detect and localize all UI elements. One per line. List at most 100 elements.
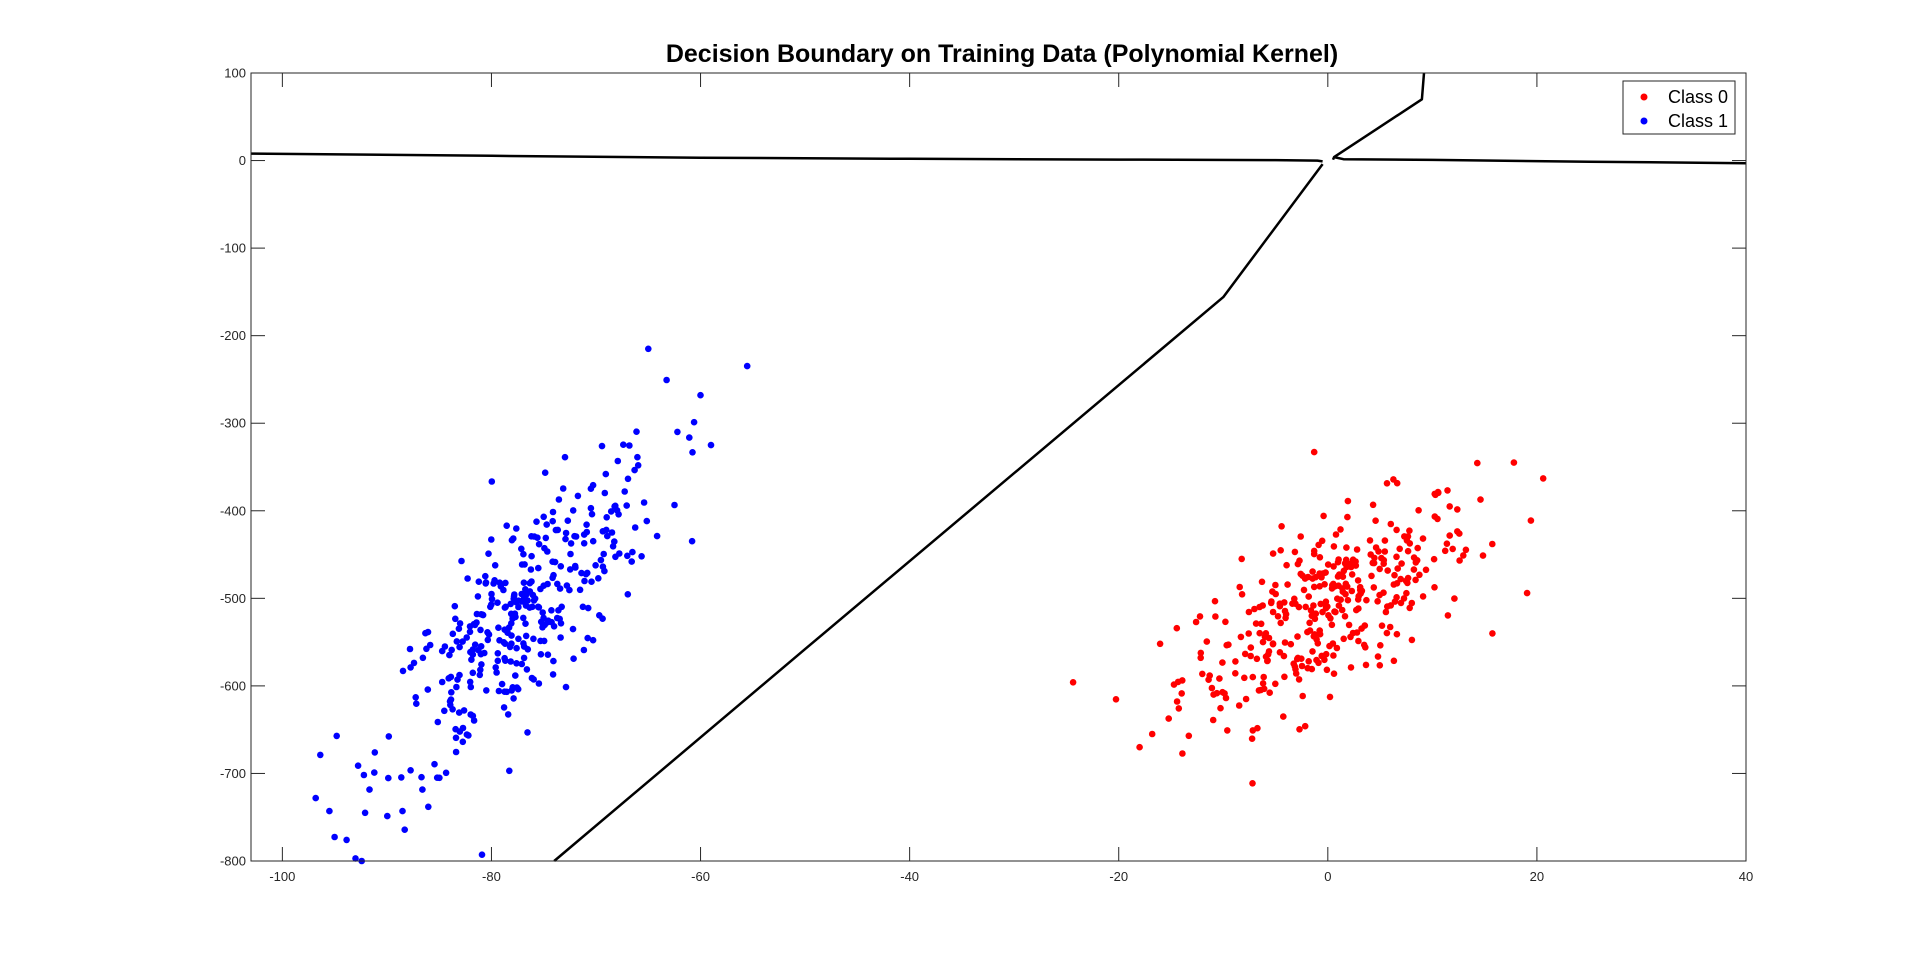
data-point-class-0 xyxy=(1398,560,1405,567)
data-point-class-1 xyxy=(524,729,531,736)
data-point-class-1 xyxy=(438,647,446,655)
data-point-class-1 xyxy=(495,687,503,695)
data-point-class-1 xyxy=(518,561,526,568)
data-point-class-0 xyxy=(1321,581,1328,588)
data-point-class-1 xyxy=(588,510,596,518)
data-point-class-1 xyxy=(686,434,693,441)
data-point-class-0 xyxy=(1362,661,1370,669)
data-point-class-1 xyxy=(529,603,536,611)
data-point-class-1 xyxy=(410,659,418,667)
data-point-class-0 xyxy=(1297,570,1304,578)
data-point-class-0 xyxy=(1170,681,1178,688)
data-point-class-1 xyxy=(333,732,341,740)
data-point-class-1 xyxy=(507,610,515,618)
class-0-points xyxy=(1069,448,1547,787)
data-point-class-1 xyxy=(645,345,652,353)
data-point-class-1 xyxy=(401,826,409,833)
data-point-class-0 xyxy=(1179,750,1186,757)
x-tick-label: 0 xyxy=(1324,869,1331,884)
data-point-class-0 xyxy=(1197,654,1204,662)
data-point-class-0 xyxy=(1337,526,1344,533)
data-point-class-1 xyxy=(589,636,597,644)
data-point-class-0 xyxy=(1355,605,1362,612)
data-point-class-0 xyxy=(1419,593,1427,600)
data-point-class-1 xyxy=(385,774,392,782)
data-point-class-0 xyxy=(1446,532,1453,539)
data-point-class-1 xyxy=(452,748,460,756)
data-point-class-0 xyxy=(1401,533,1408,540)
data-point-class-1 xyxy=(603,526,610,534)
legend-marker-class-1 xyxy=(1640,117,1648,125)
data-point-class-1 xyxy=(510,695,517,702)
data-point-class-1 xyxy=(360,771,368,779)
data-point-class-1 xyxy=(540,513,547,521)
data-point-class-1 xyxy=(588,578,595,585)
data-point-class-1 xyxy=(452,734,460,742)
data-point-class-0 xyxy=(1259,680,1267,687)
data-point-class-0 xyxy=(1349,556,1357,563)
data-point-class-1 xyxy=(526,579,534,587)
data-point-class-1 xyxy=(628,558,635,565)
data-point-class-1 xyxy=(490,580,497,587)
data-point-class-0 xyxy=(1368,572,1375,580)
data-point-class-0 xyxy=(1173,698,1181,705)
data-point-class-1 xyxy=(455,625,463,632)
data-point-class-1 xyxy=(569,625,577,633)
data-point-class-1 xyxy=(423,645,430,653)
data-point-class-1 xyxy=(566,566,574,573)
data-point-class-0 xyxy=(1175,705,1183,712)
data-point-class-1 xyxy=(549,558,556,565)
data-point-class-0 xyxy=(1326,642,1333,650)
data-point-class-1 xyxy=(688,537,696,545)
data-point-class-1 xyxy=(399,667,407,675)
data-point-class-0 xyxy=(1213,689,1221,697)
data-point-class-1 xyxy=(598,442,606,450)
data-point-class-0 xyxy=(1247,652,1254,660)
data-point-class-1 xyxy=(442,769,450,777)
data-point-class-1 xyxy=(459,724,467,732)
data-point-class-1 xyxy=(503,688,511,696)
data-point-class-0 xyxy=(1298,662,1306,670)
data-point-class-1 xyxy=(449,630,457,638)
data-point-class-1 xyxy=(629,548,636,556)
y-tick-label: 100 xyxy=(224,66,246,81)
data-point-class-0 xyxy=(1232,670,1239,677)
data-point-class-0 xyxy=(1348,587,1356,595)
data-point-class-0 xyxy=(1394,565,1401,572)
plot-area xyxy=(251,73,1746,861)
data-point-class-0 xyxy=(1446,503,1453,510)
data-point-class-0 xyxy=(1301,722,1309,730)
data-point-class-0 xyxy=(1360,641,1368,649)
data-point-class-1 xyxy=(371,749,379,756)
data-point-class-1 xyxy=(452,615,459,623)
data-point-class-1 xyxy=(424,628,432,636)
data-point-class-1 xyxy=(623,502,630,509)
data-point-class-0 xyxy=(1391,571,1398,579)
data-point-class-1 xyxy=(471,641,479,648)
data-point-class-1 xyxy=(508,640,515,647)
data-point-class-0 xyxy=(1391,598,1399,605)
data-point-class-0 xyxy=(1489,540,1496,548)
data-point-class-0 xyxy=(1272,680,1279,688)
data-point-class-0 xyxy=(1266,689,1273,696)
data-point-class-1 xyxy=(535,680,543,687)
data-point-class-1 xyxy=(529,591,537,599)
data-point-class-1 xyxy=(478,661,485,668)
data-point-class-1 xyxy=(494,650,502,657)
data-point-class-0 xyxy=(1332,531,1340,538)
data-point-class-0 xyxy=(1322,569,1329,576)
data-point-class-1 xyxy=(453,638,461,645)
data-point-class-0 xyxy=(1404,547,1412,555)
data-point-class-1 xyxy=(413,700,420,707)
data-point-class-0 xyxy=(1318,574,1325,581)
data-point-class-0 xyxy=(1430,555,1438,563)
data-point-class-1 xyxy=(535,540,543,548)
data-point-class-0 xyxy=(1330,543,1338,550)
data-point-class-0 xyxy=(1397,599,1405,607)
data-point-class-0 xyxy=(1219,688,1226,696)
data-point-class-1 xyxy=(602,470,610,478)
data-point-class-0 xyxy=(1539,475,1547,482)
data-point-class-1 xyxy=(674,428,681,436)
data-point-class-1 xyxy=(620,441,627,449)
